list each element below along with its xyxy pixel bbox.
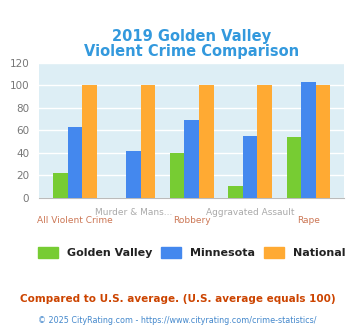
Bar [199,85,214,198]
Bar [286,137,301,198]
Bar [170,153,184,198]
Bar [53,173,67,198]
Text: Murder & Mans...: Murder & Mans... [94,208,172,217]
Text: Robbery: Robbery [173,216,211,225]
Bar [67,127,82,198]
Legend: Golden Valley, Minnesota, National: Golden Valley, Minnesota, National [34,243,350,263]
Text: © 2025 CityRating.com - https://www.cityrating.com/crime-statistics/: © 2025 CityRating.com - https://www.city… [38,316,317,325]
Text: Violent Crime Comparison: Violent Crime Comparison [84,44,299,59]
Text: 2019 Golden Valley: 2019 Golden Valley [112,29,271,44]
Bar [301,82,316,198]
Bar [184,120,199,198]
Bar [82,85,97,198]
Bar [243,136,257,198]
Text: Compared to U.S. average. (U.S. average equals 100): Compared to U.S. average. (U.S. average … [20,294,335,304]
Bar [257,85,272,198]
Bar [141,85,155,198]
Text: All Violent Crime: All Violent Crime [37,216,113,225]
Bar [228,185,243,198]
Bar [316,85,331,198]
Text: Aggravated Assault: Aggravated Assault [206,208,294,217]
Text: Rape: Rape [297,216,320,225]
Bar [126,150,141,198]
